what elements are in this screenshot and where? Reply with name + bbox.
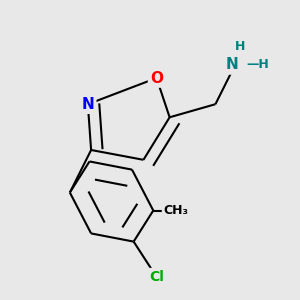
Text: N: N [225,57,238,72]
Text: CH₃: CH₃ [164,204,189,217]
Text: —H: —H [247,58,269,71]
Text: O: O [150,70,163,86]
Text: Cl: Cl [149,270,164,284]
Text: N: N [82,97,94,112]
Text: H: H [235,40,245,53]
